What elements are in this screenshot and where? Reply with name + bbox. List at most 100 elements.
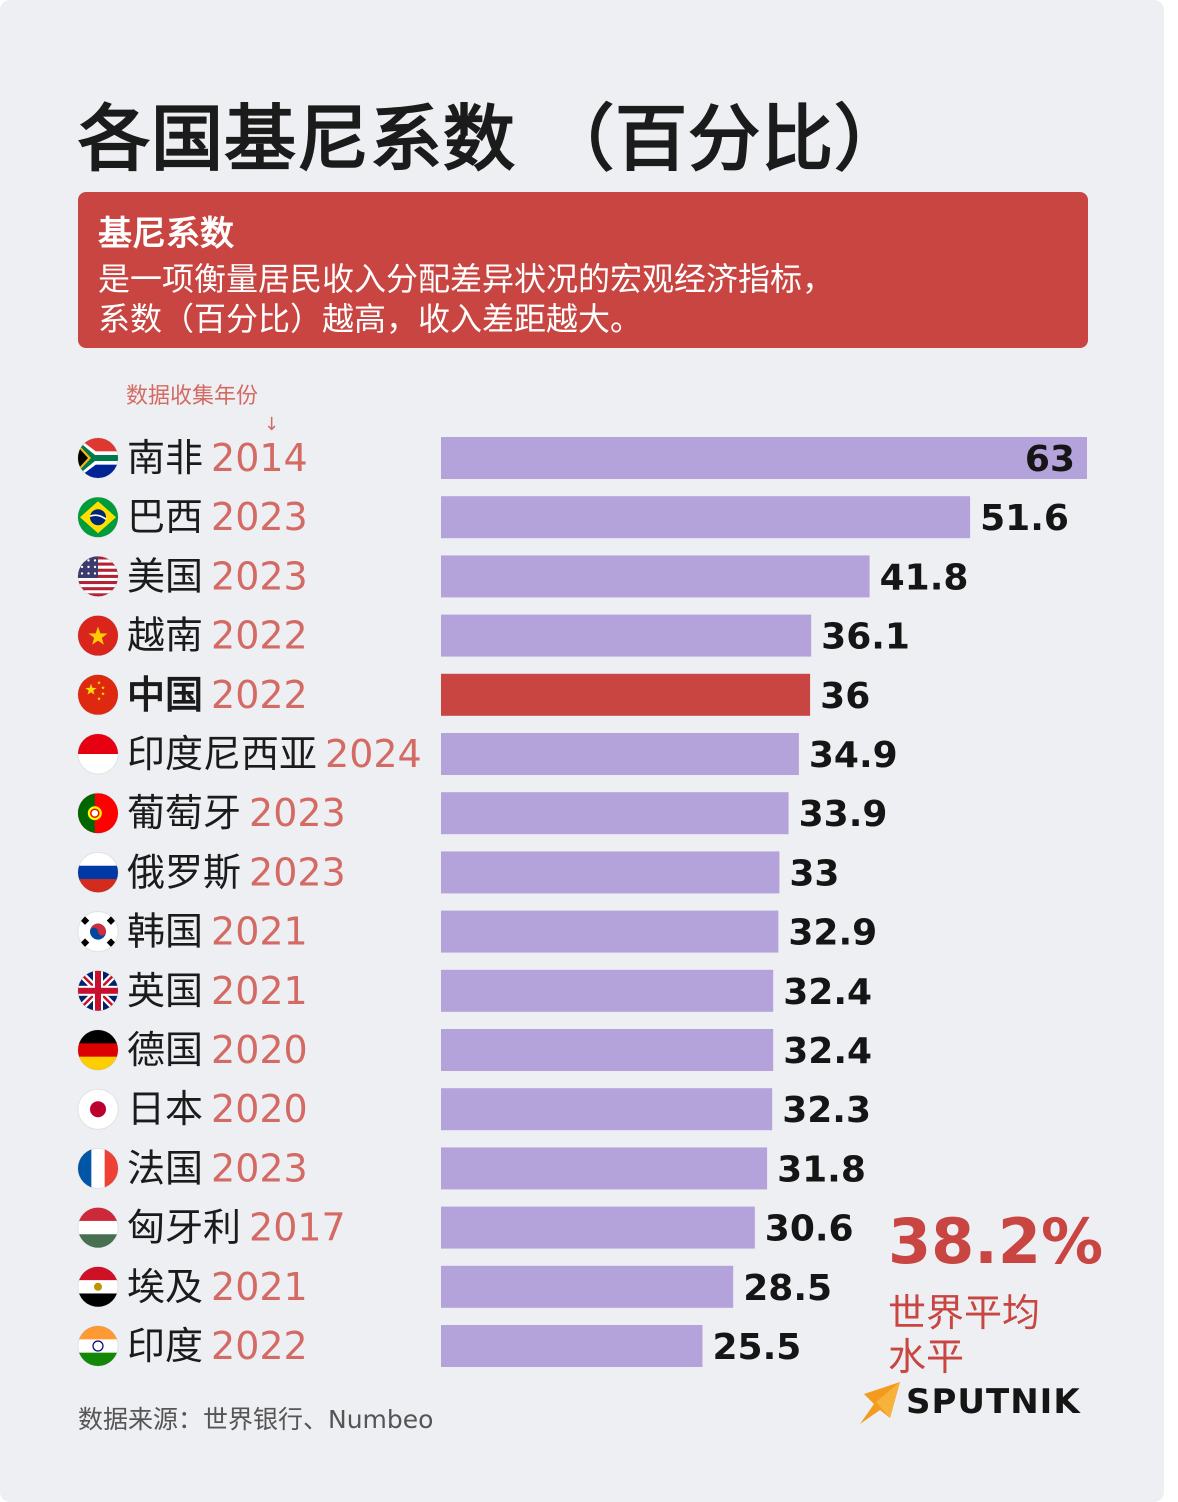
china-flag-icon [78, 674, 118, 715]
bar-value-label: 36 [820, 676, 870, 717]
brazil-flag-icon [78, 497, 118, 538]
bar-value-label: 32.9 [788, 913, 877, 954]
country-name: 日本 [127, 1087, 203, 1131]
bar-value-label: 32.4 [783, 972, 872, 1013]
country-label: 美国 2023 [127, 554, 308, 598]
japan-flag-icon [78, 1089, 118, 1130]
collection-year: 2023 [211, 554, 308, 598]
country-label: 印度尼西亚 2024 [127, 732, 422, 776]
russia-flag-icon [78, 852, 118, 893]
bar [441, 555, 870, 598]
bar [441, 1325, 703, 1367]
bar [441, 1206, 755, 1249]
country-name: 葡萄牙 [127, 791, 241, 835]
bar [441, 910, 779, 953]
collection-year: 2021 [211, 969, 308, 1013]
collection-year: 2014 [211, 436, 308, 480]
country-name: 印度 [127, 1324, 203, 1368]
collection-year: 2024 [325, 732, 422, 776]
country-name: 中国 [127, 673, 203, 717]
country-name: 德国 [127, 1028, 203, 1072]
year-arrow-icon: ↓ [264, 414, 280, 435]
bar-value-label: 28.5 [743, 1268, 832, 1309]
germany-flag-icon [78, 1030, 118, 1070]
bar-value-label: 34.9 [809, 735, 898, 776]
korea-flag-icon [78, 911, 118, 952]
bar [441, 437, 1087, 479]
bar [441, 792, 789, 835]
bar [441, 733, 799, 775]
bar [441, 1147, 768, 1190]
country-label: 日本 2020 [127, 1087, 308, 1131]
definition-line-2: 系数（百分比）越高，收入差距越大。 [98, 300, 643, 338]
country-label: 印度 2022 [127, 1324, 308, 1368]
country-name: 埃及 [127, 1265, 203, 1309]
india-flag-icon [78, 1326, 118, 1366]
logo-text: SPUTNIK [906, 1382, 1081, 1422]
bar [441, 673, 811, 716]
bar [441, 614, 812, 657]
world-average-label-line-2: 水平 [888, 1335, 965, 1379]
uk-flag-icon [78, 970, 118, 1011]
country-label: 韩国 2021 [127, 910, 308, 954]
collection-year: 2021 [211, 1265, 308, 1309]
country-label: 俄罗斯 2023 [127, 850, 346, 894]
france-flag-icon [78, 1148, 118, 1189]
bar-value-label: 36.1 [821, 617, 910, 658]
country-name: 俄罗斯 [127, 850, 241, 894]
bar-value-label: 30.6 [765, 1209, 854, 1250]
definition-line-1: 是一项衡量居民收入分配差异状况的宏观经济指标， [98, 260, 835, 298]
country-name: 美国 [127, 554, 203, 598]
bar-value-label: 32.4 [783, 1031, 872, 1072]
world-average-value: 38.2% [888, 1205, 1104, 1278]
country-name: 南非 [127, 436, 203, 480]
country-name: 韩国 [127, 910, 203, 954]
bar-value-label: 31.8 [777, 1149, 866, 1190]
collection-year: 2020 [211, 1028, 308, 1072]
country-label: 葡萄牙 2023 [127, 791, 346, 835]
bar-value-label: 25.5 [712, 1327, 801, 1368]
bar-value-label: 63 [1025, 439, 1075, 480]
country-name: 英国 [127, 969, 203, 1013]
bar-value-label: 33.9 [799, 794, 888, 835]
bar-value-label: 32.3 [782, 1090, 871, 1131]
bar [441, 1265, 734, 1308]
country-label: 法国 2023 [127, 1146, 308, 1190]
egypt-flag-icon [78, 1266, 118, 1307]
collection-year: 2023 [211, 1146, 308, 1190]
page-edge [1164, 0, 1178, 1502]
country-label: 德国 2020 [127, 1028, 308, 1072]
page-title: 各国基尼系数 （百分比） [78, 97, 908, 181]
indonesia-flag-icon [78, 734, 118, 774]
sputnik-logo: SPUTNIK [856, 1380, 1096, 1430]
collection-year: 2023 [249, 850, 346, 894]
collection-year: 2017 [249, 1206, 346, 1250]
collection-year: 2021 [211, 910, 308, 954]
country-label: 英国 2021 [127, 969, 308, 1013]
country-label: 巴西 2023 [127, 495, 308, 539]
bar [441, 851, 780, 894]
vietnam-flag-icon [78, 615, 118, 656]
bar-value-label: 51.6 [980, 498, 1069, 539]
country-name: 印度尼西亚 [127, 732, 317, 776]
country-name: 巴西 [127, 495, 203, 539]
bar [441, 496, 971, 539]
country-label: 埃及 2021 [127, 1265, 308, 1309]
south-africa-flag-icon [78, 438, 118, 478]
bar-value-label: 41.8 [880, 557, 969, 598]
country-label: 中国 2022 [127, 673, 308, 717]
country-name: 越南 [127, 614, 203, 658]
definition-box: 基尼系数 是一项衡量居民收入分配差异状况的宏观经济指标， 系数（百分比）越高，收… [78, 192, 1088, 348]
collection-year: 2022 [211, 1324, 308, 1368]
country-name: 法国 [127, 1146, 203, 1190]
bar [441, 969, 774, 1012]
data-source: 数据来源：世界银行、Numbeo [78, 1405, 434, 1434]
sputnik-arrow-icon [860, 1382, 900, 1424]
bar [441, 1029, 774, 1071]
collection-year: 2023 [249, 791, 346, 835]
country-label: 匈牙利 2017 [127, 1206, 346, 1250]
country-label: 南非 2014 [127, 436, 308, 480]
country-name: 匈牙利 [127, 1206, 241, 1250]
collection-year: 2020 [211, 1087, 308, 1131]
